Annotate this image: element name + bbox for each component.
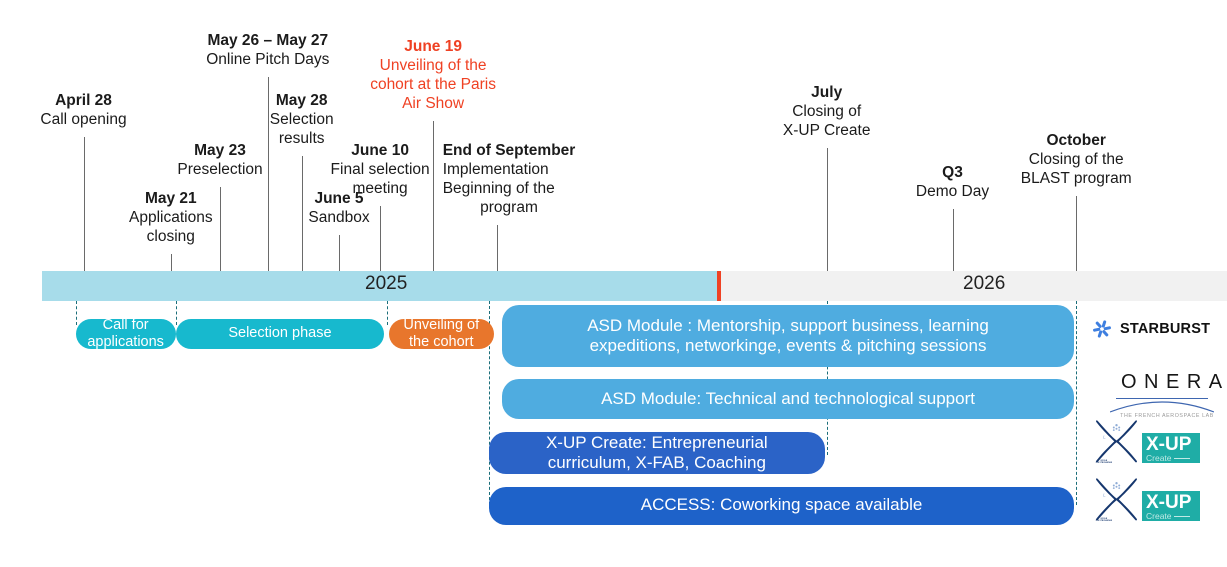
svg-text:ECOLE: ECOLE [1101,460,1108,462]
svg-text:ECOLE: ECOLE [1101,518,1108,520]
svg-text:L: L [1103,493,1106,499]
svg-text:POLYTECHNIQUE: POLYTECHNIQUE [1096,462,1113,463]
svg-text:POLYTECHNIQUE: POLYTECHNIQUE [1096,520,1113,521]
svg-text:L: L [1103,435,1106,441]
